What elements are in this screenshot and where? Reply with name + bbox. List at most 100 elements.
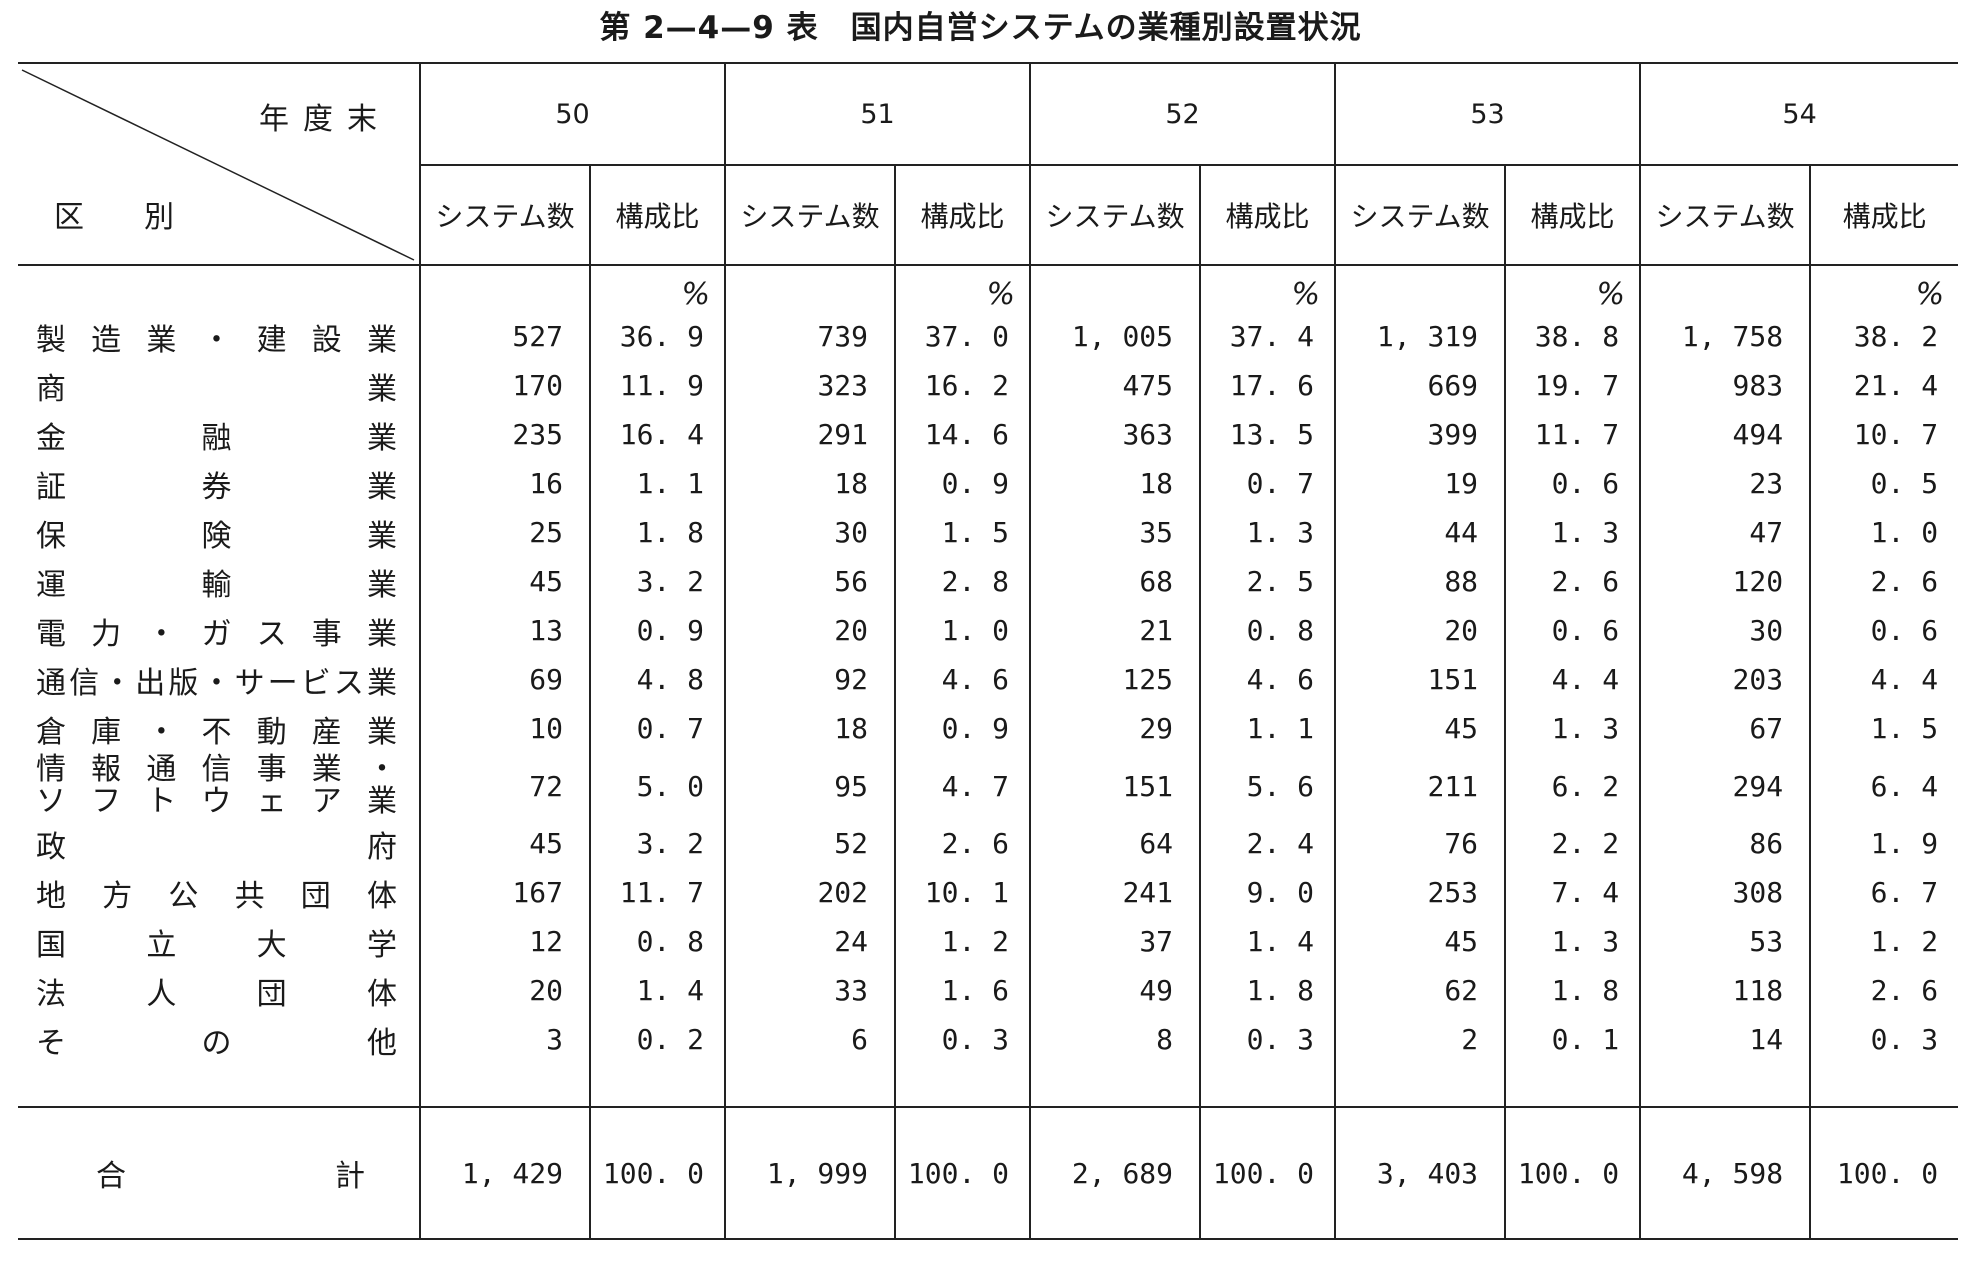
system-count-cell: 363 xyxy=(1029,410,1201,459)
system-count-cell: 235 xyxy=(419,410,590,459)
row-label-cell: 情報通信事業・ソフトウェア業 xyxy=(18,753,420,819)
ratio-cell: 2. 6 xyxy=(1504,557,1641,606)
ratio-cell: 19. 7 xyxy=(1504,361,1641,410)
ratio-cell: 1. 8 xyxy=(1199,966,1336,1015)
row-label-cell: 倉庫・不動産業 xyxy=(18,704,420,753)
system-count-cell: 25 xyxy=(419,508,590,557)
row-label: 製造業・建設業 xyxy=(36,322,397,358)
system-count-cell: 6 xyxy=(724,1015,896,1064)
row-label: 商業 xyxy=(36,371,397,407)
system-count-cell: 29 xyxy=(1029,704,1201,753)
row-label-cell: 電力・ガス事業 xyxy=(18,606,420,655)
system-count-cell: 308 xyxy=(1639,868,1811,917)
system-count-cell: 1, 758 xyxy=(1639,312,1811,361)
system-count-cell: 44 xyxy=(1334,508,1506,557)
system-count-cell: 1, 319 xyxy=(1334,312,1506,361)
table-row: 商業 170 11. 9 323 16. 2 475 17. 6 669 19. 7 983 21.… xyxy=(18,361,1959,410)
system-count-cell: 95 xyxy=(724,753,896,819)
system-count-cell: 21 xyxy=(1029,606,1201,655)
ratio-cell: 1. 2 xyxy=(894,917,1031,966)
system-count-cell: 202 xyxy=(724,868,896,917)
year-header-50: 50 xyxy=(418,63,726,165)
system-count-cell: 118 xyxy=(1639,966,1811,1015)
ratio-cell: 0. 3 xyxy=(1199,1015,1336,1064)
total-count-cell: 3, 403 xyxy=(1334,1107,1506,1239)
total-ratio-cell: 100. 0 xyxy=(894,1107,1031,1239)
system-count-cell: 20 xyxy=(419,966,590,1015)
ratio-cell: 0. 6 xyxy=(1504,459,1641,508)
ratio-cell: 0. 9 xyxy=(894,459,1031,508)
system-count-cell: 88 xyxy=(1334,557,1506,606)
system-count-cell: 16 xyxy=(419,459,590,508)
ratio-cell: 1. 6 xyxy=(894,966,1031,1015)
system-count-cell: 76 xyxy=(1334,819,1506,868)
ratio-cell: 5. 6 xyxy=(1199,753,1336,819)
system-count-cell: 37 xyxy=(1029,917,1201,966)
ratio-cell: 16. 2 xyxy=(894,361,1031,410)
ratio-cell: 9. 0 xyxy=(1199,868,1336,917)
system-count-cell: 494 xyxy=(1639,410,1811,459)
ratio-cell: 0. 3 xyxy=(1809,1015,1959,1064)
total-ratio-cell: 100. 0 xyxy=(1199,1107,1336,1239)
table-row: 金融業 235 16. 4 291 14. 6 363 13. 5 399 11. 7 494 10… xyxy=(18,410,1959,459)
table-row: 運輸業 45 3. 2 56 2. 8 68 2. 5 88 2. 6 120 2. 6 xyxy=(18,557,1959,606)
percent-sign: % xyxy=(1504,265,1641,312)
ratio-cell: 0. 1 xyxy=(1504,1015,1641,1064)
system-count-cell: 475 xyxy=(1029,361,1201,410)
subheader-count: システム数 xyxy=(1334,164,1506,265)
row-label: その他 xyxy=(36,1025,397,1061)
ratio-cell: 0. 8 xyxy=(588,917,726,966)
system-count-cell: 14 xyxy=(1639,1015,1811,1064)
ratio-cell: 4. 4 xyxy=(1504,655,1641,704)
ratio-cell: 4. 7 xyxy=(894,753,1031,819)
row-label: 政府 xyxy=(36,829,397,865)
system-count-cell: 12 xyxy=(419,917,590,966)
system-count-cell: 72 xyxy=(419,753,590,819)
row-label-cell: 運輸業 xyxy=(18,557,420,606)
total-ratio-cell: 100. 0 xyxy=(1809,1107,1959,1239)
system-count-cell: 323 xyxy=(724,361,896,410)
ratio-cell: 16. 4 xyxy=(588,410,726,459)
ratio-cell: 4. 6 xyxy=(894,655,1031,704)
system-count-cell: 49 xyxy=(1029,966,1201,1015)
system-count-cell: 67 xyxy=(1639,704,1811,753)
data-table: 年度末 区 別 50 51 52 53 54 システム数 構成比 システム数 構… xyxy=(18,62,1959,1240)
table-row: その他 3 0. 2 6 0. 3 8 0. 3 2 0. 1 14 0. 3 xyxy=(18,1015,1959,1064)
corner-diagonal-line xyxy=(21,69,415,261)
ratio-cell: 0. 6 xyxy=(1809,606,1959,655)
ratio-cell: 4. 4 xyxy=(1809,655,1959,704)
corner-year-label: 年度末 xyxy=(259,102,391,137)
row-label-line2: ソフトウェア業 xyxy=(36,784,397,819)
system-count-cell: 20 xyxy=(1334,606,1506,655)
ratio-cell: 2. 6 xyxy=(894,819,1031,868)
ratio-cell: 1. 8 xyxy=(1504,966,1641,1015)
table-row: 国立大学 12 0. 8 24 1. 2 37 1. 4 45 1. 3 53 1. 2 xyxy=(18,917,1959,966)
ratio-cell: 1. 5 xyxy=(894,508,1031,557)
row-label-cell: 地方公共団体 xyxy=(18,868,420,917)
subheader-count: システム数 xyxy=(724,164,896,265)
year-header-53: 53 xyxy=(1334,63,1641,165)
system-count-cell: 35 xyxy=(1029,508,1201,557)
system-count-cell: 13 xyxy=(419,606,590,655)
system-count-cell: 241 xyxy=(1029,868,1201,917)
system-count-cell: 291 xyxy=(724,410,896,459)
row-label-cell: 合計 xyxy=(18,1107,420,1239)
ratio-cell: 1. 0 xyxy=(1809,508,1959,557)
system-count-cell: 203 xyxy=(1639,655,1811,704)
system-count-cell: 30 xyxy=(724,508,896,557)
ratio-cell: 2. 5 xyxy=(1199,557,1336,606)
row-label-cell: 法人団体 xyxy=(18,966,420,1015)
subheader-count: システム数 xyxy=(1029,164,1201,265)
ratio-cell: 1. 4 xyxy=(588,966,726,1015)
ratio-cell: 0. 8 xyxy=(1199,606,1336,655)
table-row: 電力・ガス事業 13 0. 9 20 1. 0 21 0. 8 20 0. 6 30 0. 6 xyxy=(18,606,1959,655)
system-count-cell: 56 xyxy=(724,557,896,606)
system-count-cell: 45 xyxy=(1334,704,1506,753)
ratio-cell: 1. 1 xyxy=(588,459,726,508)
row-label: 地方公共団体 xyxy=(36,878,397,914)
system-count-cell: 739 xyxy=(724,312,896,361)
ratio-cell: 0. 7 xyxy=(588,704,726,753)
ratio-cell: 4. 8 xyxy=(588,655,726,704)
spacer-row xyxy=(18,1064,1959,1107)
system-count-cell: 64 xyxy=(1029,819,1201,868)
